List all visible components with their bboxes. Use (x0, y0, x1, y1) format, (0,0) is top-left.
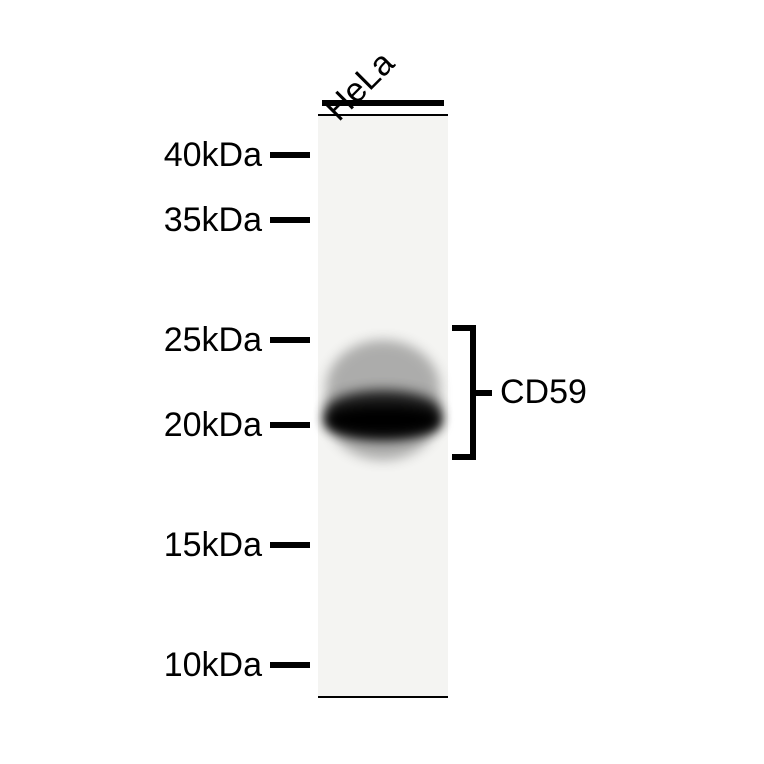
mw-marker-tick (270, 152, 310, 158)
bracket-top-stub (452, 325, 476, 331)
mw-marker-tick (270, 337, 310, 343)
mw-marker-label: 15kDa (164, 526, 262, 565)
mw-marker-tick (270, 542, 310, 548)
mw-marker-tick (270, 422, 310, 428)
bracket-bottom-stub (452, 454, 476, 460)
blot-band (326, 405, 440, 435)
mw-marker-label: 20kDa (164, 406, 262, 445)
western-blot-figure: HeLa 40kDa35kDa25kDa20kDa15kDa10kDa CD59 (0, 0, 764, 764)
mw-marker-label: 10kDa (164, 646, 262, 685)
mw-marker-label: 25kDa (164, 321, 262, 360)
mw-marker-tick (270, 217, 310, 223)
mw-marker-label: 40kDa (164, 136, 262, 175)
band-annotation-label: CD59 (500, 373, 587, 412)
bracket-mid-stub (470, 390, 492, 396)
mw-marker-tick (270, 662, 310, 668)
mw-marker-label: 35kDa (164, 201, 262, 240)
